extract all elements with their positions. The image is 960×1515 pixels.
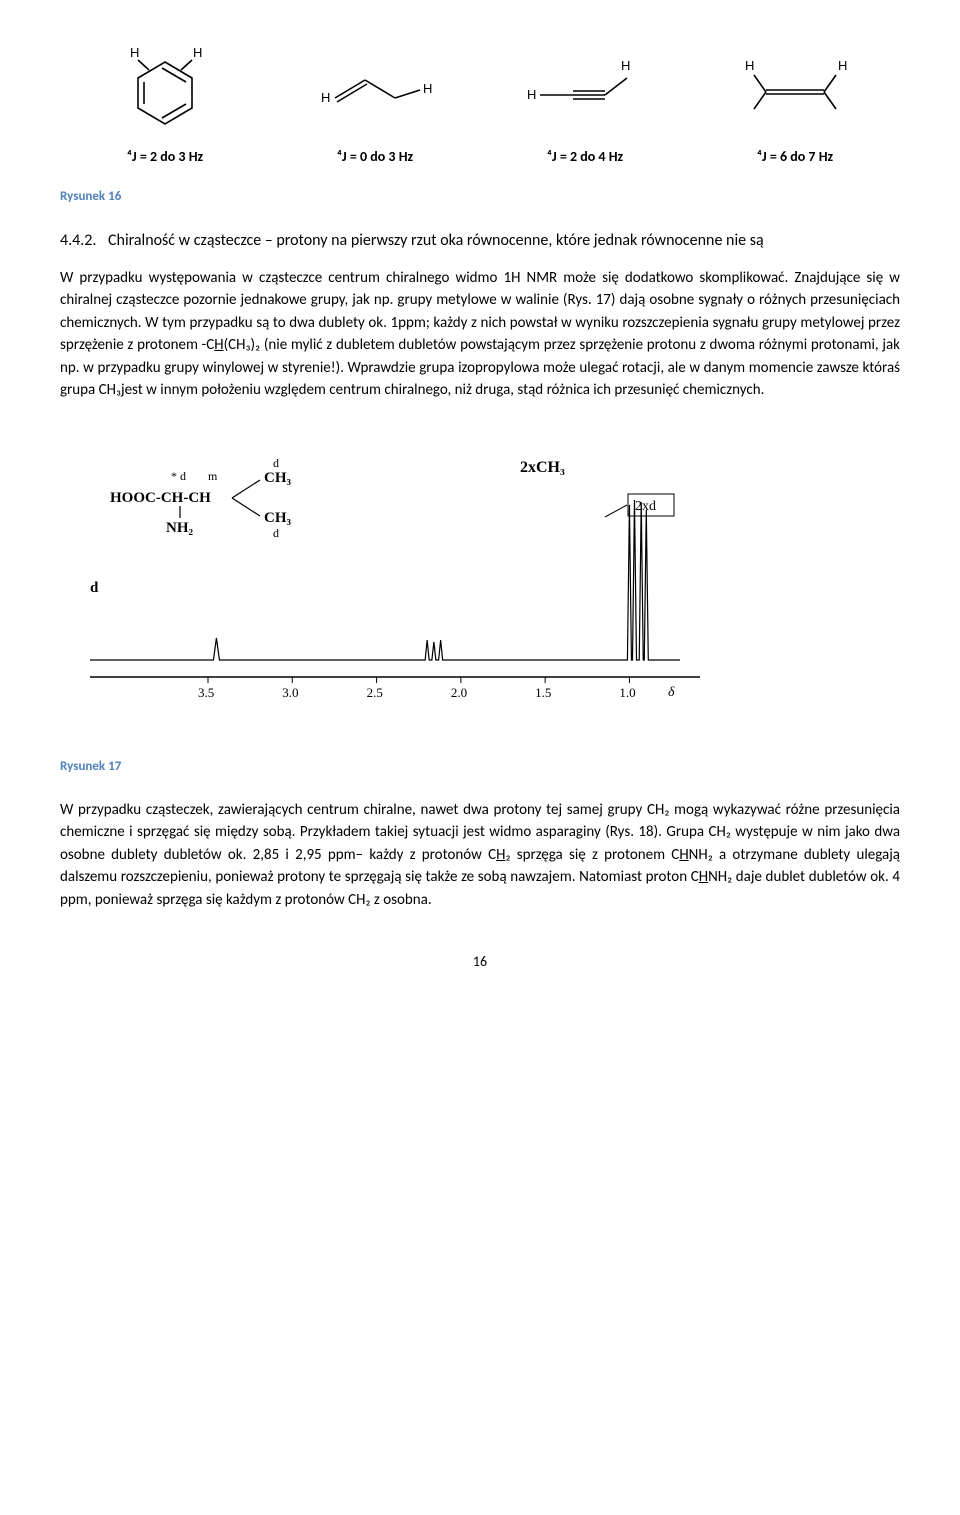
svg-text:1.5: 1.5: [535, 685, 551, 700]
svg-text:H: H: [130, 45, 139, 60]
page-number: 16: [60, 951, 900, 972]
svg-text:2.5: 2.5: [367, 685, 383, 700]
branch-bot-label: CH₃: [264, 510, 292, 526]
p2-u3: H: [699, 868, 708, 886]
anno-m: m: [208, 469, 218, 483]
coupling-structures-row: H H H H H H: [60, 40, 900, 140]
branch-top-label: CH₃: [264, 470, 292, 486]
figure-16-caption: Rysunek 16: [60, 187, 900, 207]
formula-hooc: HOOC-: [110, 490, 161, 506]
j-label-4: ⁴J = 6 do 7 Hz: [690, 146, 900, 167]
formula-ch: CH: [161, 490, 184, 506]
figure-17-caption: Rysunek 17: [60, 757, 900, 777]
svg-text:1.0: 1.0: [619, 685, 635, 700]
formula-ch2: -CH: [183, 490, 211, 506]
svg-text:HOOC-CH-CH: HOOC-CH-CH: [110, 490, 211, 506]
struct-propargyl: H H: [480, 40, 690, 140]
peak-d-label: d: [90, 580, 99, 596]
svg-text:H: H: [321, 90, 330, 105]
j-label-1: ⁴J = 2 do 3 Hz: [60, 146, 270, 167]
paragraph-1: W przypadku występowania w cząsteczce ce…: [60, 267, 900, 402]
anno-2xch3: 2xCH₃: [520, 459, 565, 476]
paragraph-2: W przypadku cząsteczek, zawierających ce…: [60, 799, 900, 912]
section-num: 4.4.2.: [60, 229, 108, 253]
p2-u2: H: [679, 846, 688, 864]
svg-text:H: H: [423, 81, 432, 96]
svg-text:H: H: [745, 58, 754, 73]
branch-top-anno: d: [273, 456, 279, 470]
anno-2xd: 2xd: [635, 499, 656, 514]
branch-bot-anno: d: [273, 526, 279, 540]
section-title: Chiralność w cząsteczce – protony na pie…: [108, 231, 764, 250]
svg-text:2.0: 2.0: [451, 685, 467, 700]
anno-star-d: * d: [171, 469, 186, 483]
spectrum-figure: HOOC-CH-CH * d m NH₂ CH₃ d CH₃ d d 2xCH₃…: [60, 432, 900, 740]
struct-allene: H H: [690, 40, 900, 140]
struct-benzene: H H: [60, 40, 270, 140]
formula-nh2: NH₂: [166, 520, 194, 536]
svg-text:3.5: 3.5: [198, 685, 214, 700]
j-label-2: ⁴J = 0 do 3 Hz: [270, 146, 480, 167]
svg-text:H: H: [838, 58, 847, 73]
p2-b: ₂ sprzęga się z protonem C: [505, 846, 679, 864]
svg-text:3.0: 3.0: [282, 685, 298, 700]
axis-delta: δ: [668, 685, 675, 700]
section-heading: 4.4.2.Chiralność w cząsteczce – protony …: [60, 229, 900, 253]
struct-allyl: H H: [270, 40, 480, 140]
svg-text:H: H: [193, 45, 202, 60]
svg-text:H: H: [527, 87, 536, 102]
svg-text:H: H: [621, 58, 630, 73]
j-label-3: ⁴J = 2 do 4 Hz: [480, 146, 690, 167]
p1-u: H: [214, 336, 223, 354]
j-value-row: ⁴J = 2 do 3 Hz ⁴J = 0 do 3 Hz ⁴J = 2 do …: [60, 146, 900, 167]
